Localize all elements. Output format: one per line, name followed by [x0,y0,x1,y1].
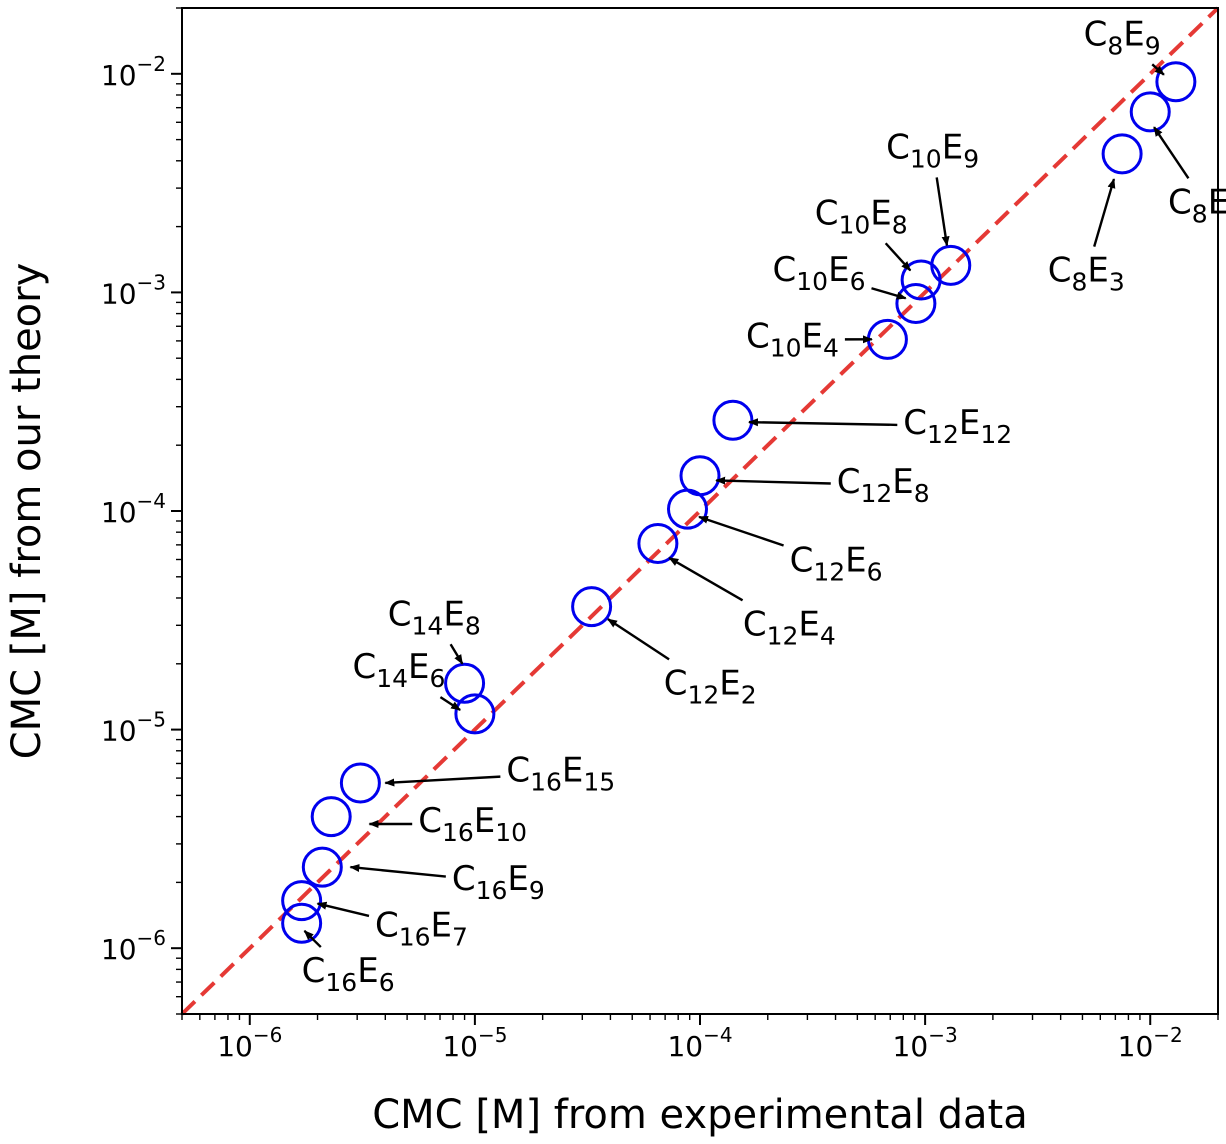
point-annotation: C10E9 [886,127,979,173]
x-axis-title: CMC [M] from experimental data [372,1092,1028,1138]
annotation-arrow [935,177,950,247]
y-tick-label: 10−5 [101,708,166,748]
data-point [1155,61,1197,103]
data-point [895,282,937,324]
x-tick-label: 10−6 [217,1023,282,1063]
data-point [444,662,486,704]
annotation-arrow [303,930,322,948]
point-annotation: C10E4 [746,316,839,362]
annotation-arrow [316,901,370,918]
data-point [281,880,323,922]
point-annotation: C14E8 [388,594,481,640]
point-annotation: C12E8 [837,462,930,508]
point-annotation: C16E10 [418,801,527,847]
data-point [1129,91,1171,133]
annotation-arrow [607,618,670,661]
point-annotation: C10E8 [815,193,908,239]
point-annotation: C8E6 [1168,182,1226,228]
data-point [281,902,323,944]
y-tick-label: 10−6 [101,926,166,966]
y-tick-label: 10−2 [101,52,166,92]
data-point [301,846,343,888]
point-annotation: C10E6 [773,250,866,296]
annotation-arrow [384,775,501,787]
data-point [339,762,381,804]
annotation-arrow [747,418,898,427]
point-annotation: C8E9 [1084,14,1161,60]
annotation-arrow [439,696,461,711]
annotation-arrow [1151,63,1165,76]
x-tick-label: 10−4 [667,1023,732,1063]
y-tick-label: 10−4 [101,489,166,529]
data-point [930,244,972,286]
annotation-arrow [1153,126,1190,179]
annotation-arrow [698,515,784,547]
annotation-arrow [668,556,744,602]
point-annotation: C12E2 [664,663,757,709]
data-point [571,586,613,628]
annotation-arrow [449,643,464,665]
data-point [1101,133,1143,175]
data-point [454,693,496,735]
annotation-arrow [349,863,446,878]
point-annotation: C16E7 [375,906,468,952]
data-point [637,523,679,565]
identity-line [180,6,1220,1016]
point-annotation: C8E3 [1048,251,1125,297]
point-annotation: C12E6 [790,540,883,586]
point-annotation: C16E15 [506,750,615,796]
point-annotation: C12E4 [743,604,836,650]
annotation-arrow [871,287,907,300]
y-tick-label: 10−3 [101,270,166,310]
point-annotation: C12E12 [903,403,1012,449]
annotation-arrow [884,242,912,272]
annotation-arrow [1093,178,1116,247]
point-annotation: C16E6 [302,951,395,997]
data-point [310,796,352,838]
x-tick-label: 10−3 [893,1023,958,1063]
data-point [679,455,721,497]
annotation-arrow [715,476,831,485]
y-axis-title: CMC [M] from our theory [4,263,50,760]
point-annotation: C16E9 [452,859,545,905]
point-annotation: C14E6 [352,647,445,693]
x-tick-label: 10−5 [442,1023,507,1063]
x-tick-label: 10−2 [1118,1023,1183,1063]
